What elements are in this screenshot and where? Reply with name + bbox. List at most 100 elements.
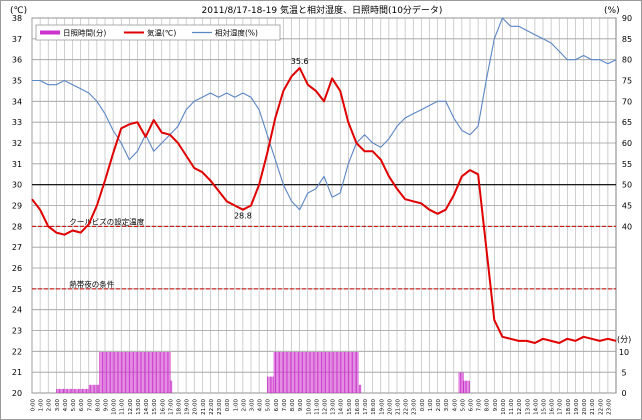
sunshine-bar	[165, 352, 167, 393]
sunshine-bar	[326, 352, 328, 393]
x-tick-label: 23:00	[606, 399, 612, 415]
sunshine-bar	[281, 352, 283, 393]
legend-swatch	[40, 30, 60, 35]
sunshine-bar	[334, 352, 336, 393]
sunshine-bar	[88, 384, 90, 393]
x-tick-label: 6:00	[274, 399, 280, 412]
sunshine-bar	[169, 352, 171, 393]
sunshine-bar	[458, 372, 460, 393]
x-tick-label: 18:00	[566, 399, 572, 415]
sunshine-bar	[116, 352, 118, 393]
x-tick-label: 16:00	[160, 399, 166, 415]
sunshine-bar	[56, 388, 58, 393]
legend-label: 気温(℃)	[147, 28, 176, 38]
sunshine-bar	[289, 352, 291, 393]
sunshine-bar	[304, 352, 306, 393]
y-right-tick-label: 85	[622, 35, 632, 44]
x-tick-label: 13:00	[331, 399, 337, 415]
sunshine-bar	[303, 352, 305, 393]
sunshine-bar	[302, 352, 303, 393]
y-right-tick-label: 70	[622, 97, 632, 106]
x-tick-label: 1:00	[233, 399, 239, 412]
x-tick-label: 22:00	[598, 399, 604, 415]
sunshine-bar	[467, 380, 469, 393]
sunshine-bar	[271, 376, 273, 393]
sunshine-bar	[316, 352, 318, 393]
sunshine-bar	[464, 380, 466, 393]
sunshine-bar	[319, 352, 321, 393]
sunshine-bar	[87, 388, 89, 393]
sunshine-bar	[129, 352, 130, 393]
x-tick-label: 19:00	[574, 399, 580, 415]
y-left-tick-label: 37	[12, 35, 22, 44]
sunshine-bar	[463, 380, 465, 393]
sunshine-bar	[358, 384, 360, 393]
sunshine-bar	[69, 388, 71, 393]
sunshine-bar	[149, 352, 151, 393]
legend: 日照時間(分) 気温(℃) 相対湿度(%)	[35, 24, 281, 41]
x-tick-label: 0:00	[31, 399, 37, 412]
x-tick-label: 19:00	[185, 399, 191, 415]
x-tick-label: 2:00	[436, 399, 442, 412]
sunshine-bar	[268, 376, 270, 393]
chart-title: 2011/8/17-18-19 気温と相対湿度、日照時間(10分データ)	[202, 4, 443, 16]
data-label: 35.6	[291, 57, 309, 66]
x-tick-label: 5:00	[460, 399, 466, 412]
sunshine-bar	[350, 352, 352, 393]
sunshine-bar	[154, 352, 156, 393]
y-left-tick-label: 33	[12, 118, 22, 127]
x-tick-label: 17:00	[363, 399, 369, 415]
x-tick-label: 12:00	[517, 399, 523, 415]
sunshine-bar-group	[267, 376, 274, 393]
right-axis-unit: (%)	[604, 6, 620, 16]
sunshine-bar	[150, 352, 152, 393]
x-tick-label: 20:00	[387, 399, 393, 415]
sunshine-bar	[114, 352, 116, 393]
sunshine-bar-group	[88, 384, 100, 393]
sunshine-bar	[98, 384, 100, 393]
sunshine-bar	[331, 352, 333, 393]
sunshine-bar	[156, 352, 157, 393]
y-right-tick-label: 55	[622, 160, 632, 169]
sunshine-bar	[296, 352, 298, 393]
sunshine-bar	[461, 372, 463, 393]
sunshine-bar	[352, 352, 354, 393]
x-tick-label: 21:00	[396, 399, 402, 415]
sunshine-bar	[346, 352, 348, 393]
sunshine-bar	[67, 388, 69, 393]
sunshine-bar	[342, 352, 344, 393]
sunshine-bar	[126, 352, 128, 393]
sunshine-bar	[73, 388, 75, 393]
y-left-tick-label: 35	[12, 77, 22, 86]
sunshine-bar	[269, 376, 271, 393]
sunshine-bar-group	[358, 384, 362, 393]
x-tick-label: 7:00	[477, 399, 483, 412]
sunshine-bar	[96, 384, 98, 393]
sunshine-bar	[95, 384, 97, 393]
sunshine-bar	[318, 352, 320, 393]
sunshine-bar	[125, 352, 126, 393]
sunshine-bar	[142, 352, 144, 393]
x-tick-label: 7:00	[282, 399, 288, 412]
sunshine-bar	[300, 352, 302, 393]
reference-line-label: クールビズの設定温度	[69, 216, 144, 226]
x-tick-label: 13:00	[525, 399, 531, 415]
y-right-tick-label: 60	[622, 139, 632, 148]
sunshine-bar	[152, 352, 153, 393]
sunshine-bar	[348, 352, 349, 393]
sunshine-bar	[110, 352, 112, 393]
sunshine-bar	[293, 352, 295, 393]
y-right-tick-label: 65	[622, 118, 632, 127]
sunshine-bar	[329, 352, 331, 393]
x-tick-label: 14:00	[144, 399, 150, 415]
sunshine-bar	[92, 384, 94, 393]
sunshine-bar	[295, 352, 297, 393]
y-left-tick-label: 22	[12, 347, 22, 356]
humidity-line	[32, 17, 617, 211]
sunshine-bar	[160, 352, 162, 393]
sunshine-bar	[360, 384, 362, 393]
y-sun-tick-label: 0	[621, 389, 626, 398]
y-right-tick-label: 75	[622, 77, 632, 86]
sunshine-bar	[284, 352, 286, 393]
